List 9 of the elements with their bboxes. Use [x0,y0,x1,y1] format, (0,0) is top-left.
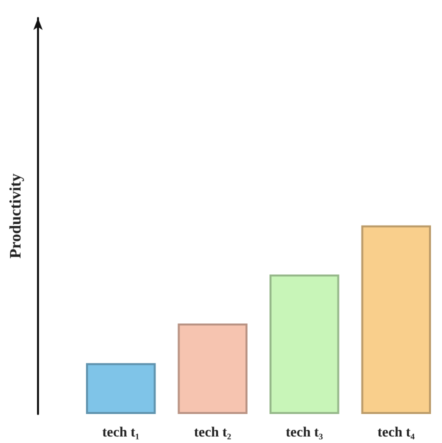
x-tick-label: tech t₂ [194,426,232,440]
x-tick-label: tech t₁ [102,426,140,440]
x-tick-label: tech t₄ [378,426,416,440]
x-tick-label: tech t₃ [286,426,323,440]
bar [270,274,340,414]
bar [178,323,248,414]
bar [86,363,156,414]
y-axis-title: Productivity [8,173,24,259]
bar [361,225,431,414]
